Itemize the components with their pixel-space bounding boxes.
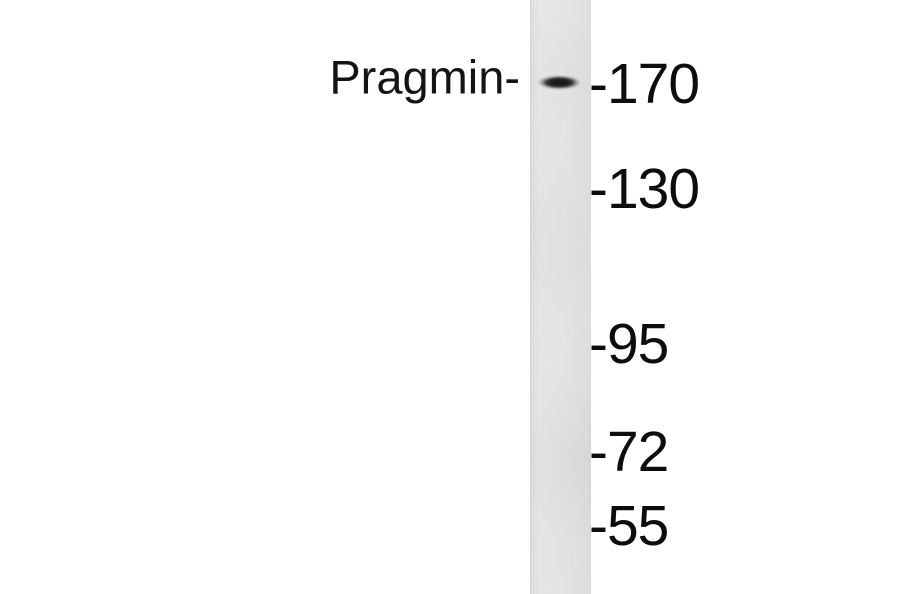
- gel-lane: [530, 0, 591, 594]
- mw-marker-95: -95: [589, 311, 669, 376]
- mw-marker-72: -72: [589, 419, 669, 484]
- protein-label: Pragmin-: [329, 50, 520, 104]
- mw-marker-55: -55: [589, 493, 669, 558]
- protein-band: [535, 74, 580, 90]
- mw-marker-130: -130: [589, 156, 700, 221]
- mw-marker-170: -170: [589, 51, 700, 116]
